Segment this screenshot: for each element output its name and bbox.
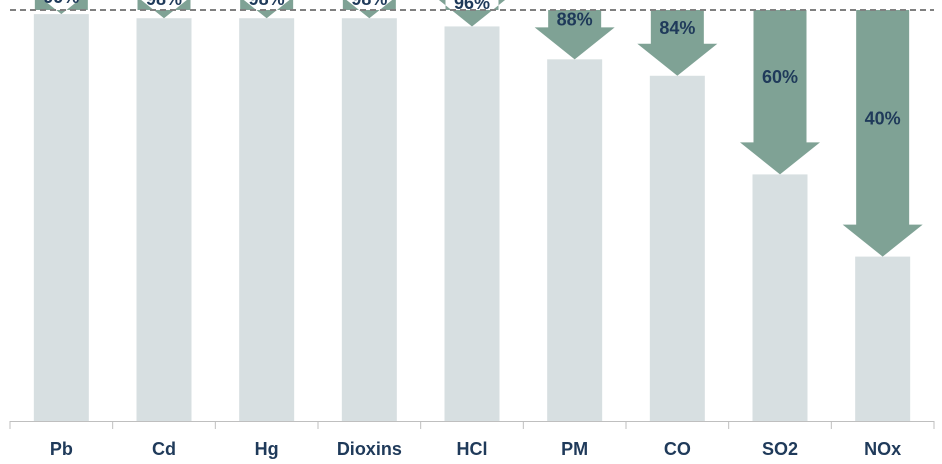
data-label-cd: 98% [146,0,182,9]
category-label-co: CO [664,439,691,459]
category-label-pb: Pb [50,439,73,459]
residual-bar-pb [33,14,89,422]
data-labels: 99% 98% 98% 98% 96% 88% 84% 60% 40% [43,0,900,128]
residual-bar-dioxins [341,18,397,421]
data-label-pb: 99% [43,0,79,7]
data-label-pm: 88% [557,10,593,30]
residual-bar-hcl [444,26,500,421]
category-label-cd: Cd [152,439,176,459]
reduction-arrow-cd [137,0,191,19]
data-label-co: 84% [659,18,695,38]
category-label-so2: SO2 [762,439,798,459]
category-label-hg: Hg [255,439,279,459]
residual-bar-nox [855,256,911,421]
residual-bar-so2 [752,174,808,421]
data-label-nox: 40% [865,108,901,128]
reduction-arrows [34,0,923,257]
residual-bar-hg [239,18,295,421]
x-axis-ticks [9,421,935,429]
category-label-pm: PM [561,439,588,459]
residual-bars [33,14,911,422]
reduction-arrow-so2 [740,10,820,175]
data-label-hcl: 96% [454,0,490,13]
reduction-arrow-co [637,10,718,76]
reduction-arrow-hcl [438,0,506,27]
category-label-hcl: HCl [457,439,488,459]
residual-bar-pm [547,59,603,421]
reduction-arrow-pm [534,10,615,60]
category-labels: Pb Cd Hg Dioxins HCl PM CO SO2 NOx [50,439,901,459]
residual-bar-co [649,75,705,421]
reduction-arrow-pb [34,0,88,15]
data-label-hg: 98% [249,0,285,9]
data-label-so2: 60% [762,67,798,87]
residual-bar-cd [136,18,192,421]
category-label-dioxins: Dioxins [337,439,402,459]
reduction-arrow-nox [842,10,923,257]
category-label-nox: NOx [864,439,901,459]
data-label-dioxins: 98% [351,0,387,9]
